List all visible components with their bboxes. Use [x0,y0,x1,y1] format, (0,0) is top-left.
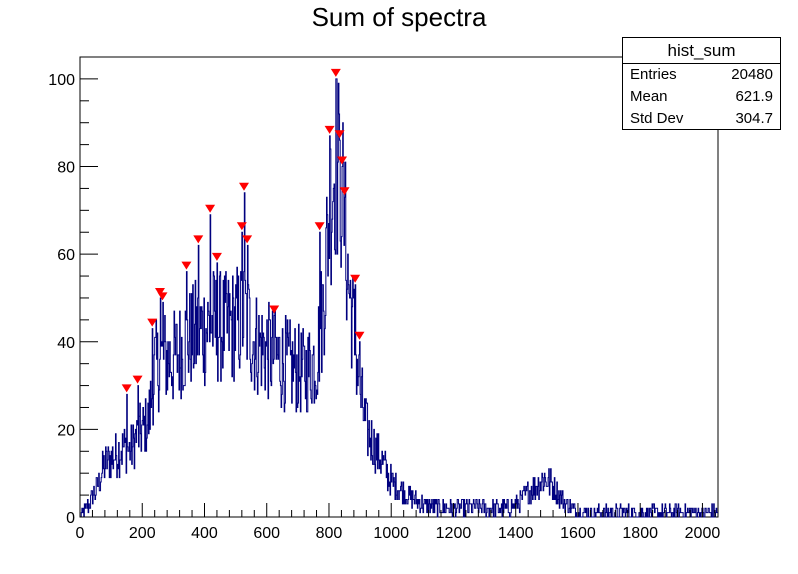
peak-marker [193,235,204,244]
x-tick-label: 1200 [436,525,472,542]
peak-marker [205,204,216,213]
stats-entries-value: 20480 [731,66,773,83]
peak-marker [324,125,335,134]
x-tick-label: 2000 [685,525,721,542]
stats-row-stddev: Std Dev 304.7 [623,108,780,130]
peak-marker [211,252,222,261]
x-tick-label: 400 [191,525,218,542]
stats-mean-label: Mean [630,88,668,105]
histogram-series [80,78,718,518]
stats-mean-value: 621.9 [735,88,773,105]
x-tick-label: 1600 [560,525,596,542]
x-tick-label: 200 [129,525,156,542]
stats-row-mean: Mean 621.9 [623,86,780,108]
stats-entries-label: Entries [630,66,677,83]
chart-title: Sum of spectra [311,2,487,32]
x-tick-label: 1800 [622,525,658,542]
y-tick-label: 100 [48,72,75,89]
y-tick-label: 60 [57,247,75,264]
stats-stddev-label: Std Dev [630,110,684,127]
peak-marker [239,182,250,191]
peak-marker [236,222,247,231]
peak-marker [181,261,192,270]
peak-marker [334,130,345,139]
x-tick-label: 800 [316,525,343,542]
y-tick-label: 80 [57,160,75,177]
x-tick-label: 0 [76,525,85,542]
stats-row-entries: Entries 20480 [623,64,780,86]
stats-stddev-value: 304.7 [735,110,773,127]
peak-marker [154,287,165,296]
peak-marker [314,222,325,231]
peak-marker [339,187,350,196]
y-tick-label: 40 [57,335,75,352]
peak-marker [242,235,253,244]
axes: 0 200 400 600 800 1000 1200 1400 1600 1800 2000 0 20… [48,56,721,542]
peak-marker [337,156,348,165]
peak-marker [269,305,280,314]
histogram-line [80,78,718,518]
stats-title: hist_sum [623,38,780,64]
peak-marker [157,292,168,301]
x-tick-label: 1400 [498,525,534,542]
x-tick-label: 1000 [373,525,409,542]
peak-marker [330,68,341,77]
peak-marker [121,384,132,393]
x-tick-label: 600 [253,525,280,542]
peak-marker [354,331,365,340]
peak-marker [132,375,143,384]
y-tick-label: 20 [57,422,75,439]
stats-box: hist_sum Entries 20480 Mean 621.9 Std De… [622,37,781,130]
peak-markers [121,68,365,393]
peak-marker [147,318,158,327]
peak-marker [350,274,361,283]
y-tick-label: 0 [66,510,75,527]
